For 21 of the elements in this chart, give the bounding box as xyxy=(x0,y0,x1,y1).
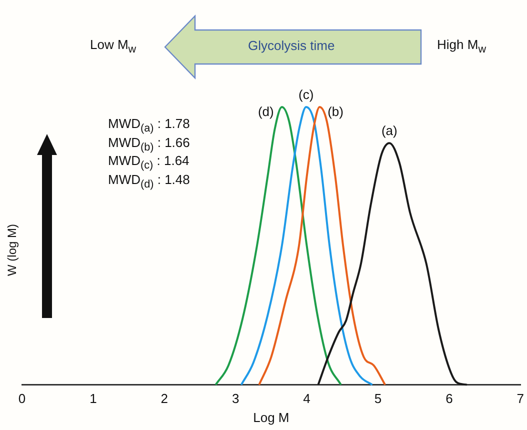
annotation: MWD$_{(a)}$ : 1.78 xyxy=(108,116,190,135)
x-axis-title: Log M xyxy=(253,410,290,425)
x-tick-label: 6 xyxy=(446,391,453,406)
series-label: (c) xyxy=(298,87,314,102)
text: Glycolysis time xyxy=(248,38,335,53)
series-label: (a) xyxy=(381,123,398,138)
annotation: MWD$_{(d)}$ : 1.48 xyxy=(108,172,190,190)
series-label: (b) xyxy=(328,104,344,120)
text: Low M$_{w}$ xyxy=(90,37,136,56)
x-tick-label: 4 xyxy=(303,391,310,406)
x-tick-label: 2 xyxy=(160,391,168,406)
series-label: (d) xyxy=(258,104,274,120)
x-tick-label: 1 xyxy=(90,391,97,406)
x-tick-label: 7 xyxy=(516,391,524,406)
annotation: MWD$_{(c)}$ : 1.64 xyxy=(108,153,190,172)
y-axis-title: W (log M) xyxy=(5,224,19,276)
annotation: MWD$_{(b)}$ : 1.66 xyxy=(108,134,190,154)
x-tick-label: 5 xyxy=(374,391,382,406)
x-tick-label: 3 xyxy=(232,391,240,406)
x-tick-label: 0 xyxy=(18,391,26,406)
text: High M$_{w}$ xyxy=(437,37,486,56)
